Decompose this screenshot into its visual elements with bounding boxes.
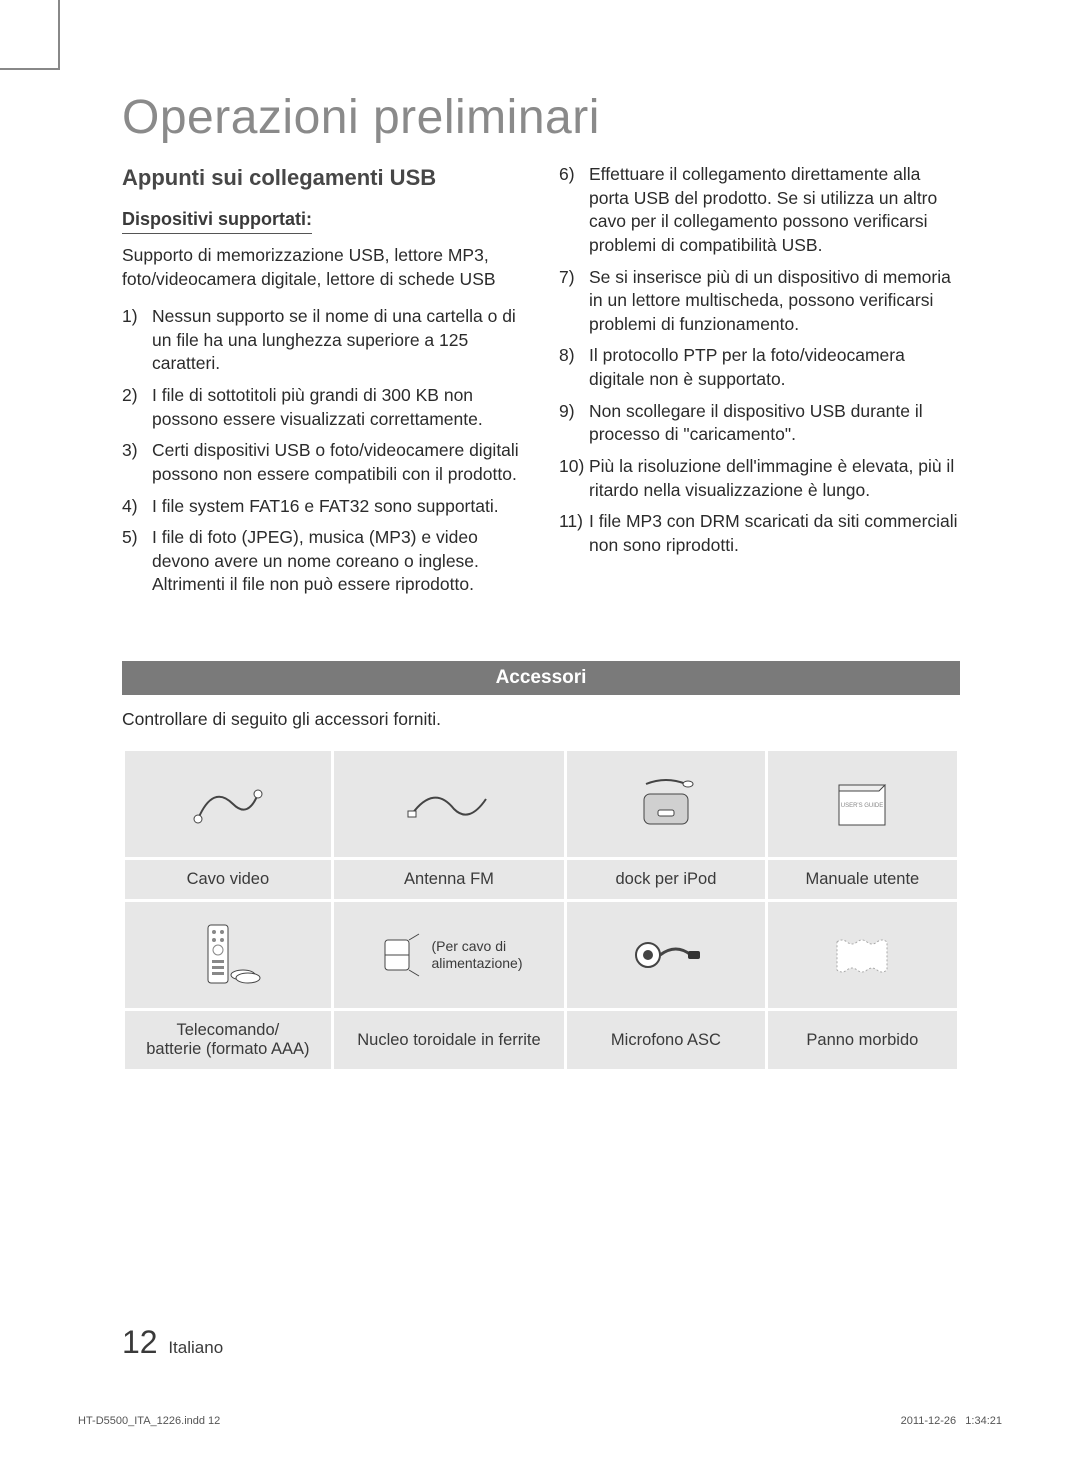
- accessory-image-cell: [125, 902, 331, 1008]
- accessories-intro: Controllare di seguito gli accessori for…: [122, 709, 960, 730]
- left-column: Appunti sui collegamenti USB Dispositivi…: [122, 163, 523, 605]
- manual-icon: USER'S GUIDE: [772, 757, 953, 851]
- list-text: Certi dispositivi USB o foto/videocamere…: [152, 439, 523, 486]
- crop-mark-vertical: [58, 0, 60, 70]
- list-number: 3): [122, 439, 152, 486]
- usb-item: 9)Non scollegare il dispositivo USB dura…: [559, 400, 960, 447]
- accessory-image-cell: [567, 902, 765, 1008]
- asc-mic-icon: [571, 908, 761, 1002]
- supported-heading: Dispositivi supportati:: [122, 207, 312, 234]
- list-text: I file MP3 con DRM scaricati da siti com…: [589, 510, 960, 557]
- svg-text:USER'S GUIDE: USER'S GUIDE: [841, 803, 884, 809]
- list-text: I file system FAT16 e FAT32 sono support…: [152, 495, 499, 519]
- list-text: Effettuare il collegamento direttamente …: [589, 163, 960, 258]
- usb-item: 10)Più la risoluzione dell'immagine è el…: [559, 455, 960, 502]
- print-timestamp: 2011-12-26 1:34:21: [901, 1415, 1002, 1427]
- accessory-image-cell: [334, 751, 564, 857]
- table-row: USER'S GUIDE: [125, 751, 957, 857]
- list-text: Più la risoluzione dell'immagine è eleva…: [589, 455, 960, 502]
- list-number: 4): [122, 495, 152, 519]
- accessories-bar: Accessori: [122, 661, 960, 695]
- accessory-label: Nucleo toroidale in ferrite: [334, 1011, 564, 1069]
- usb-item: 3)Certi dispositivi USB o foto/videocame…: [122, 439, 523, 486]
- usb-list-right: 6)Effettuare il collegamento direttament…: [559, 163, 960, 557]
- accessory-label: Microfono ASC: [567, 1011, 765, 1069]
- accessory-label: Panno morbido: [768, 1011, 957, 1069]
- soft-cloth-icon: [772, 908, 953, 1002]
- table-row: Cavo video Antenna FM dock per iPod Manu…: [125, 860, 957, 899]
- page-content: Operazioni preliminari Appunti sui colle…: [122, 90, 960, 1072]
- crop-mark-horizontal: [0, 68, 58, 70]
- list-text: Nessun supporto se il nome di una cartel…: [152, 305, 523, 376]
- remote-icon: [129, 908, 327, 1002]
- list-number: 11): [559, 510, 589, 557]
- page-number-value: 12: [122, 1324, 158, 1360]
- list-text: I file di sottotitoli più grandi di 300 …: [152, 384, 523, 431]
- list-number: 2): [122, 384, 152, 431]
- usb-item: 11)I file MP3 con DRM scaricati da siti …: [559, 510, 960, 557]
- accessory-image-cell: [567, 751, 765, 857]
- list-text: I file di foto (JPEG), musica (MP3) e vi…: [152, 526, 523, 597]
- usb-item: 7)Se si inserisce più di un dispositivo …: [559, 266, 960, 337]
- list-number: 5): [122, 526, 152, 597]
- usb-item: 6)Effettuare il collegamento direttament…: [559, 163, 960, 258]
- list-number: 7): [559, 266, 589, 337]
- ferrite-core-icon: (Per cavo dialimentazione): [338, 908, 560, 1002]
- usb-item: 2)I file di sottotitoli più grandi di 30…: [122, 384, 523, 431]
- accessory-image-cell: [768, 902, 957, 1008]
- accessory-label: Cavo video: [125, 860, 331, 899]
- ferrite-note: (Per cavo dialimentazione): [431, 938, 522, 972]
- usb-heading: Appunti sui collegamenti USB: [122, 163, 523, 193]
- accessory-label: dock per iPod: [567, 860, 765, 899]
- list-number: 10): [559, 455, 589, 502]
- page-title: Operazioni preliminari: [122, 90, 960, 145]
- page-language: Italiano: [168, 1338, 223, 1357]
- page-number: 12 Italiano: [122, 1324, 223, 1361]
- accessory-image-cell: [125, 751, 331, 857]
- indd-filename: HT-D5500_ITA_1226.indd 12: [78, 1415, 220, 1427]
- accessory-image-cell: USER'S GUIDE: [768, 751, 957, 857]
- accessory-label: Manuale utente: [768, 860, 957, 899]
- usb-item: 1)Nessun supporto se il nome di una cart…: [122, 305, 523, 376]
- usb-item: 5)I file di foto (JPEG), musica (MP3) e …: [122, 526, 523, 597]
- table-row: Telecomando/ batterie (formato AAA) Nucl…: [125, 1011, 957, 1069]
- accessory-label: Antenna FM: [334, 860, 564, 899]
- list-number: 1): [122, 305, 152, 376]
- table-row: (Per cavo dialimentazione): [125, 902, 957, 1008]
- list-number: 8): [559, 344, 589, 391]
- right-column: 6)Effettuare il collegamento direttament…: [559, 163, 960, 605]
- usb-item: 8)Il protocollo PTP per la foto/videocam…: [559, 344, 960, 391]
- list-text: Il protocollo PTP per la foto/videocamer…: [589, 344, 960, 391]
- list-text: Se si inserisce più di un dispositivo di…: [589, 266, 960, 337]
- accessory-image-cell: (Per cavo dialimentazione): [334, 902, 564, 1008]
- video-cable-icon: [129, 757, 327, 851]
- supported-text: Supporto di memorizzazione USB, lettore …: [122, 244, 523, 291]
- ipod-dock-icon: [571, 757, 761, 851]
- list-text: Non scollegare il dispositivo USB durant…: [589, 400, 960, 447]
- usb-item: 4)I file system FAT16 e FAT32 sono suppo…: [122, 495, 523, 519]
- accessories-table: USER'S GUIDE Cavo video Antenna FM dock …: [122, 748, 960, 1072]
- fm-antenna-icon: [338, 757, 560, 851]
- usb-list-left: 1)Nessun supporto se il nome di una cart…: [122, 305, 523, 597]
- two-column-layout: Appunti sui collegamenti USB Dispositivi…: [122, 163, 960, 605]
- list-number: 6): [559, 163, 589, 258]
- accessory-label: Telecomando/ batterie (formato AAA): [125, 1011, 331, 1069]
- list-number: 9): [559, 400, 589, 447]
